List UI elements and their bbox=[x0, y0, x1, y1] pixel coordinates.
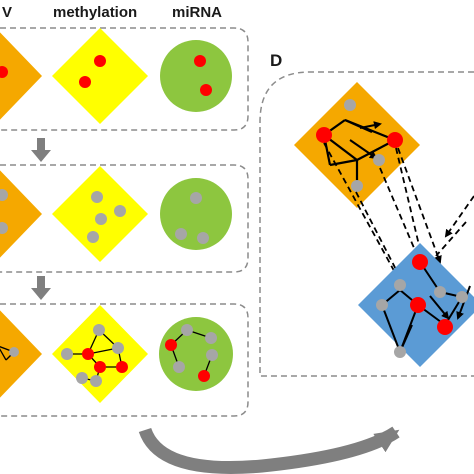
node-gray bbox=[394, 346, 406, 358]
node-gray bbox=[394, 279, 406, 291]
methylation-diamond-row3 bbox=[52, 305, 148, 403]
cnv-network-panel-d bbox=[294, 82, 420, 208]
node-gray bbox=[173, 361, 185, 373]
node-gray bbox=[456, 291, 468, 303]
node-gray bbox=[181, 324, 193, 336]
node-red bbox=[410, 297, 426, 313]
row-box-1 bbox=[0, 27, 249, 131]
node-red bbox=[82, 348, 94, 360]
node-gray bbox=[205, 332, 217, 344]
panel-d-label: D bbox=[270, 51, 282, 70]
node-red bbox=[437, 319, 453, 335]
header-methylation: methylation bbox=[53, 4, 137, 21]
curved-transition-arrow bbox=[138, 426, 400, 474]
node-gray bbox=[90, 375, 102, 387]
methylation-diamond-row1 bbox=[52, 28, 148, 124]
down-arrow-1 bbox=[31, 138, 51, 162]
node-red bbox=[94, 55, 106, 67]
node-gray bbox=[87, 231, 99, 243]
node-gray bbox=[373, 154, 385, 166]
node-gray bbox=[190, 192, 202, 204]
node-gray bbox=[434, 286, 446, 298]
node-gray bbox=[197, 232, 209, 244]
row-box-2 bbox=[0, 164, 249, 273]
node-red bbox=[198, 370, 210, 382]
integrated-network-panel-d bbox=[358, 243, 474, 367]
cnv-diamond-row1 bbox=[0, 32, 42, 120]
node-red bbox=[412, 254, 428, 270]
cnv-diamond-row2 bbox=[0, 170, 42, 258]
node-gray bbox=[175, 228, 187, 240]
node-red bbox=[316, 127, 332, 143]
node-red bbox=[194, 55, 206, 67]
node-gray bbox=[61, 348, 73, 360]
cnv-diamond-row3 bbox=[0, 310, 42, 398]
node-red bbox=[387, 132, 403, 148]
node-red bbox=[165, 339, 177, 351]
node-red bbox=[79, 76, 91, 88]
down-arrow-2 bbox=[31, 276, 51, 300]
node-red bbox=[94, 361, 106, 373]
node-gray bbox=[95, 213, 107, 225]
node-gray bbox=[344, 99, 356, 111]
node-gray bbox=[0, 189, 8, 201]
node-gray bbox=[76, 372, 88, 384]
row-box-3 bbox=[0, 303, 249, 417]
mirna-circle-row2 bbox=[160, 178, 232, 250]
mirna-circle-row1 bbox=[160, 40, 232, 112]
node-gray bbox=[91, 191, 103, 203]
header-cnv: V bbox=[2, 4, 12, 21]
node-gray bbox=[93, 324, 105, 336]
node-gray bbox=[206, 349, 218, 361]
header-mirna: miRNA bbox=[172, 4, 222, 21]
node-gray bbox=[376, 299, 388, 311]
mirna-circle-row3 bbox=[159, 317, 233, 391]
node-gray bbox=[351, 180, 363, 192]
node-gray bbox=[112, 342, 124, 354]
node-gray bbox=[114, 205, 126, 217]
node-red bbox=[0, 66, 8, 78]
panel-d-box bbox=[259, 71, 474, 377]
node-gray bbox=[0, 222, 8, 234]
node-gray bbox=[9, 347, 19, 357]
node-red bbox=[200, 84, 212, 96]
node-red bbox=[116, 361, 128, 373]
